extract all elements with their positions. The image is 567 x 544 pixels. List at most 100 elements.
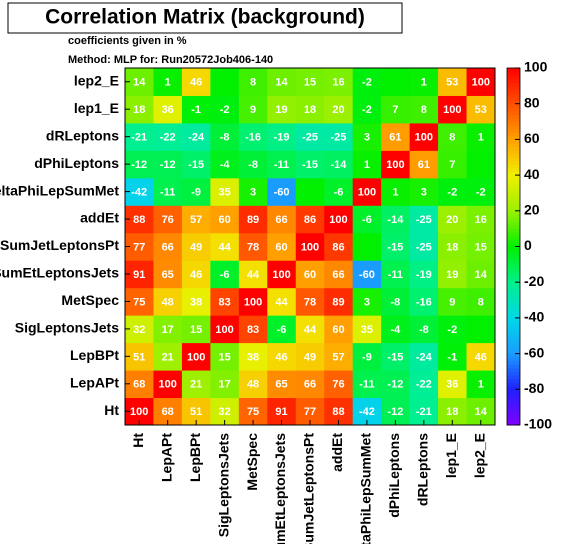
colorbar-segment: [507, 239, 520, 244]
cell: [181, 95, 211, 124]
cell: [438, 122, 468, 151]
cell: [267, 95, 297, 124]
cell: [210, 370, 240, 399]
cell-label: 83: [218, 296, 230, 308]
cell-label: -2: [362, 77, 372, 89]
cell-label: 75: [133, 296, 145, 308]
cell: [409, 95, 439, 124]
cell: [324, 342, 354, 371]
cell: [238, 232, 268, 261]
colorbar-segment: [507, 175, 520, 180]
cell-label: -6: [220, 269, 230, 281]
cell-label: 1: [364, 159, 370, 171]
colorbar-tick-label: 40: [524, 166, 540, 182]
colorbar-segment: [507, 121, 520, 126]
cell-label: 19: [446, 269, 458, 281]
colorbar-tick-label: 0: [524, 237, 532, 253]
cell: [295, 370, 325, 399]
colorbar-segment: [507, 282, 520, 287]
cell-label: -9: [362, 351, 372, 363]
cell: [238, 370, 268, 399]
cell-label: -8: [390, 296, 400, 308]
cell-label: 75: [247, 406, 259, 418]
title-box: [7, 2, 403, 34]
colorbar-segment: [507, 117, 520, 123]
cell-label: 57: [332, 351, 344, 363]
cell: [210, 95, 240, 124]
cell-label: 32: [133, 324, 145, 336]
cell-label: 66: [275, 214, 287, 226]
cell: [267, 205, 297, 234]
cell-label: -1: [191, 104, 201, 116]
cell-label: -16: [245, 132, 261, 144]
colorbar-segment: [507, 75, 520, 80]
cell: [466, 370, 496, 399]
cell-label: 9: [250, 104, 256, 116]
cell-label: 8: [250, 77, 256, 89]
cell-label: 14: [133, 77, 146, 89]
cell: [324, 122, 354, 151]
cell: [153, 68, 183, 96]
cell: [438, 260, 468, 289]
cell: [295, 315, 325, 344]
cell: [295, 232, 325, 261]
cell: [381, 260, 411, 289]
cell-label: 60: [304, 269, 316, 281]
cell: [324, 205, 354, 234]
x-tick-label: VSumJetLeptonsPt: [301, 433, 317, 544]
cell-label: 100: [415, 132, 433, 144]
x-tick-label: SumEtLeptonsJets: [272, 433, 288, 544]
colorbar-segment: [507, 78, 520, 83]
cell: [352, 260, 382, 289]
colorbar-segment: [507, 89, 520, 94]
cell-label: 83: [247, 324, 259, 336]
cell: [181, 177, 211, 206]
cell: [295, 287, 325, 316]
colorbar-segment: [507, 260, 520, 265]
x-tick-label: addEt: [329, 433, 345, 472]
cell-label: 1: [478, 379, 484, 391]
cell-label: -19: [274, 132, 290, 144]
cell-label: 8: [421, 104, 427, 116]
cell-label: 60: [218, 214, 230, 226]
cell: [409, 315, 439, 344]
cell-label: 86: [304, 214, 316, 226]
cell: [324, 232, 354, 261]
colorbar-segment: [507, 264, 520, 269]
cell-label: 91: [133, 269, 145, 281]
cell-label: 100: [187, 351, 205, 363]
colorbar-segment: [507, 342, 520, 347]
cell: [466, 260, 496, 289]
colorbar-segment: [507, 410, 520, 415]
cell-label: 68: [162, 406, 174, 418]
cell-label: 60: [332, 324, 344, 336]
colorbar-segment: [507, 289, 520, 294]
cell-label: 18: [446, 406, 458, 418]
cell-label: 8: [478, 296, 484, 308]
cell: [466, 150, 496, 179]
colorbar-segment: [507, 375, 520, 380]
cell: [267, 68, 297, 96]
colorbar-segment: [507, 303, 520, 308]
cell: [466, 287, 496, 316]
cell: [438, 205, 468, 234]
colorbar-segment: [507, 142, 520, 148]
x-tick-label: dRLeptons: [415, 433, 431, 506]
colorbar-segment: [507, 378, 520, 383]
cell-label: 14: [475, 406, 488, 418]
cell: [210, 205, 240, 234]
cell: [381, 232, 411, 261]
cell-label: 15: [218, 351, 230, 363]
colorbar-segment: [507, 250, 520, 255]
cell: [153, 150, 183, 179]
cell-label: -15: [188, 159, 204, 171]
colorbar-segment: [507, 403, 520, 408]
cell: [466, 95, 496, 124]
colorbar-tick-label: 20: [524, 202, 540, 218]
colorbar-segment: [507, 128, 520, 133]
colorbar-segment: [507, 246, 520, 251]
colorbar-segment: [507, 207, 520, 212]
cell-label: 18: [304, 104, 316, 116]
cell-label: 78: [247, 241, 259, 253]
cell-label: 35: [361, 324, 373, 336]
